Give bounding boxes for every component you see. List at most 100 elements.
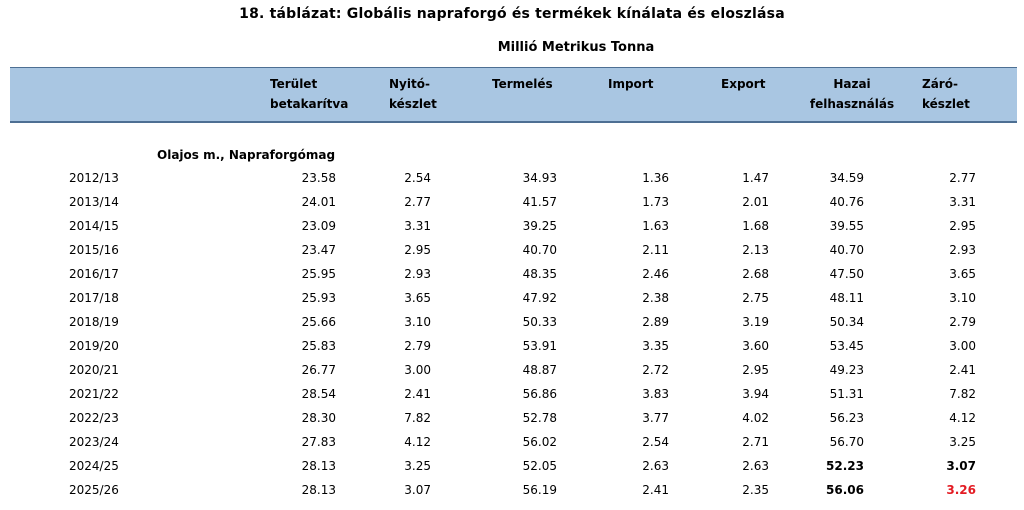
row-value: 2.89 <box>642 315 669 329</box>
row-value: 2.79 <box>949 315 976 329</box>
table-row: 2024/25 28.13 3.25 52.05 2.63 2.63 52.23 3.07 <box>0 458 1024 482</box>
row-value: 2.13 <box>742 243 769 257</box>
row-value: 50.33 <box>522 315 557 329</box>
row-value: 3.26 <box>946 483 976 497</box>
row-year: 2016/17 <box>69 267 119 281</box>
table-row: 2014/15 23.09 3.31 39.25 1.63 1.68 39.55 2.95 <box>0 218 1024 242</box>
table-title: 18. táblázat: Globális napraforgó és ter… <box>239 6 785 22</box>
row-value: 52.23 <box>826 459 864 473</box>
header-domestic-use: Hazai felhasználás <box>809 77 895 111</box>
table-row: 2021/22 28.54 2.41 56.86 3.83 3.94 51.31 7.82 <box>0 386 1024 410</box>
row-value: 2.63 <box>742 459 769 473</box>
row-value: 1.63 <box>642 219 669 233</box>
row-value: 28.13 <box>301 459 336 473</box>
table-row: 2019/20 25.83 2.79 53.91 3.35 3.60 53.45 3.00 <box>0 338 1024 362</box>
row-value: 56.70 <box>829 435 864 449</box>
header-production: Termelés <box>492 77 553 91</box>
row-value: 26.77 <box>301 363 336 377</box>
row-value: 25.83 <box>301 339 336 353</box>
row-value: 2.63 <box>642 459 669 473</box>
row-value: 2.11 <box>642 243 669 257</box>
row-value: 7.82 <box>949 387 976 401</box>
row-value: 1.73 <box>642 195 669 209</box>
row-value: 28.54 <box>301 387 336 401</box>
table-row: 2023/24 27.83 4.12 56.02 2.54 2.71 56.70 3.25 <box>0 434 1024 458</box>
row-value: 25.93 <box>301 291 336 305</box>
row-value: 4.12 <box>949 411 976 425</box>
row-value: 40.70 <box>522 243 557 257</box>
row-value: 3.00 <box>404 363 431 377</box>
row-year: 2023/24 <box>69 435 119 449</box>
row-value: 3.60 <box>742 339 769 353</box>
row-value: 40.76 <box>829 195 864 209</box>
row-value: 56.06 <box>826 483 864 497</box>
row-value: 3.94 <box>742 387 769 401</box>
row-value: 48.87 <box>522 363 557 377</box>
table-row: 2018/19 25.66 3.10 50.33 2.89 3.19 50.34 2.79 <box>0 314 1024 338</box>
row-value: 3.00 <box>949 339 976 353</box>
header-import: Import <box>608 77 654 91</box>
row-year: 2020/21 <box>69 363 119 377</box>
row-value: 3.35 <box>642 339 669 353</box>
row-value: 2.68 <box>742 267 769 281</box>
row-year: 2022/23 <box>69 411 119 425</box>
row-value: 53.45 <box>829 339 864 353</box>
row-value: 25.66 <box>301 315 336 329</box>
row-year: 2013/14 <box>69 195 119 209</box>
row-value: 23.47 <box>301 243 336 257</box>
row-value: 2.77 <box>404 195 431 209</box>
row-value: 39.25 <box>522 219 557 233</box>
row-value: 2.71 <box>742 435 769 449</box>
row-value: 23.09 <box>301 219 336 233</box>
row-value: 47.50 <box>829 267 864 281</box>
row-value: 34.59 <box>829 171 864 185</box>
row-value: 3.65 <box>404 291 431 305</box>
header-opening-stock: Nyitó- készlet <box>389 77 437 111</box>
table-subtitle: Millió Metrikus Tonna <box>497 40 655 55</box>
row-value: 49.23 <box>829 363 864 377</box>
row-value: 56.23 <box>829 411 864 425</box>
table-row: 2022/23 28.30 7.82 52.78 3.77 4.02 56.23 4.12 <box>0 410 1024 434</box>
row-value: 2.77 <box>949 171 976 185</box>
row-year: 2025/26 <box>69 483 119 497</box>
row-value: 1.47 <box>742 171 769 185</box>
row-value: 3.07 <box>946 459 976 473</box>
row-value: 3.10 <box>404 315 431 329</box>
row-value: 2.95 <box>404 243 431 257</box>
row-value: 2.41 <box>642 483 669 497</box>
row-value: 2.35 <box>742 483 769 497</box>
table-row: 2020/21 26.77 3.00 48.87 2.72 2.95 49.23 2.41 <box>0 362 1024 386</box>
row-value: 2.95 <box>949 219 976 233</box>
row-value: 23.58 <box>301 171 336 185</box>
row-value: 2.01 <box>742 195 769 209</box>
table-row: 2016/17 25.95 2.93 48.35 2.46 2.68 47.50 3.65 <box>0 266 1024 290</box>
row-year: 2012/13 <box>69 171 119 185</box>
row-value: 2.95 <box>742 363 769 377</box>
row-value: 2.41 <box>949 363 976 377</box>
row-year: 2021/22 <box>69 387 119 401</box>
row-value: 51.31 <box>829 387 864 401</box>
header-ending-stock: Záró- készlet <box>922 77 970 111</box>
table-header: Terület betakarítva Nyitó- készlet Terme… <box>10 67 1017 123</box>
row-value: 2.38 <box>642 291 669 305</box>
row-value: 2.46 <box>642 267 669 281</box>
row-year: 2019/20 <box>69 339 119 353</box>
row-value: 2.75 <box>742 291 769 305</box>
table-row: 2025/26 28.13 3.07 56.19 2.41 2.35 56.06 3.26 <box>0 482 1024 506</box>
row-value: 34.93 <box>522 171 557 185</box>
row-value: 4.12 <box>404 435 431 449</box>
header-export: Export <box>721 77 766 91</box>
row-value: 28.30 <box>301 411 336 425</box>
row-value: 25.95 <box>301 267 336 281</box>
row-value: 7.82 <box>404 411 431 425</box>
row-value: 3.77 <box>642 411 669 425</box>
table-row: 2017/18 25.93 3.65 47.92 2.38 2.75 48.11 3.10 <box>0 290 1024 314</box>
row-value: 40.70 <box>829 243 864 257</box>
row-value: 2.93 <box>404 267 431 281</box>
row-value: 3.31 <box>949 195 976 209</box>
row-value: 3.07 <box>404 483 431 497</box>
row-year: 2024/25 <box>69 459 119 473</box>
row-value: 2.79 <box>404 339 431 353</box>
table-row: 2013/14 24.01 2.77 41.57 1.73 2.01 40.76 3.31 <box>0 194 1024 218</box>
row-value: 3.83 <box>642 387 669 401</box>
